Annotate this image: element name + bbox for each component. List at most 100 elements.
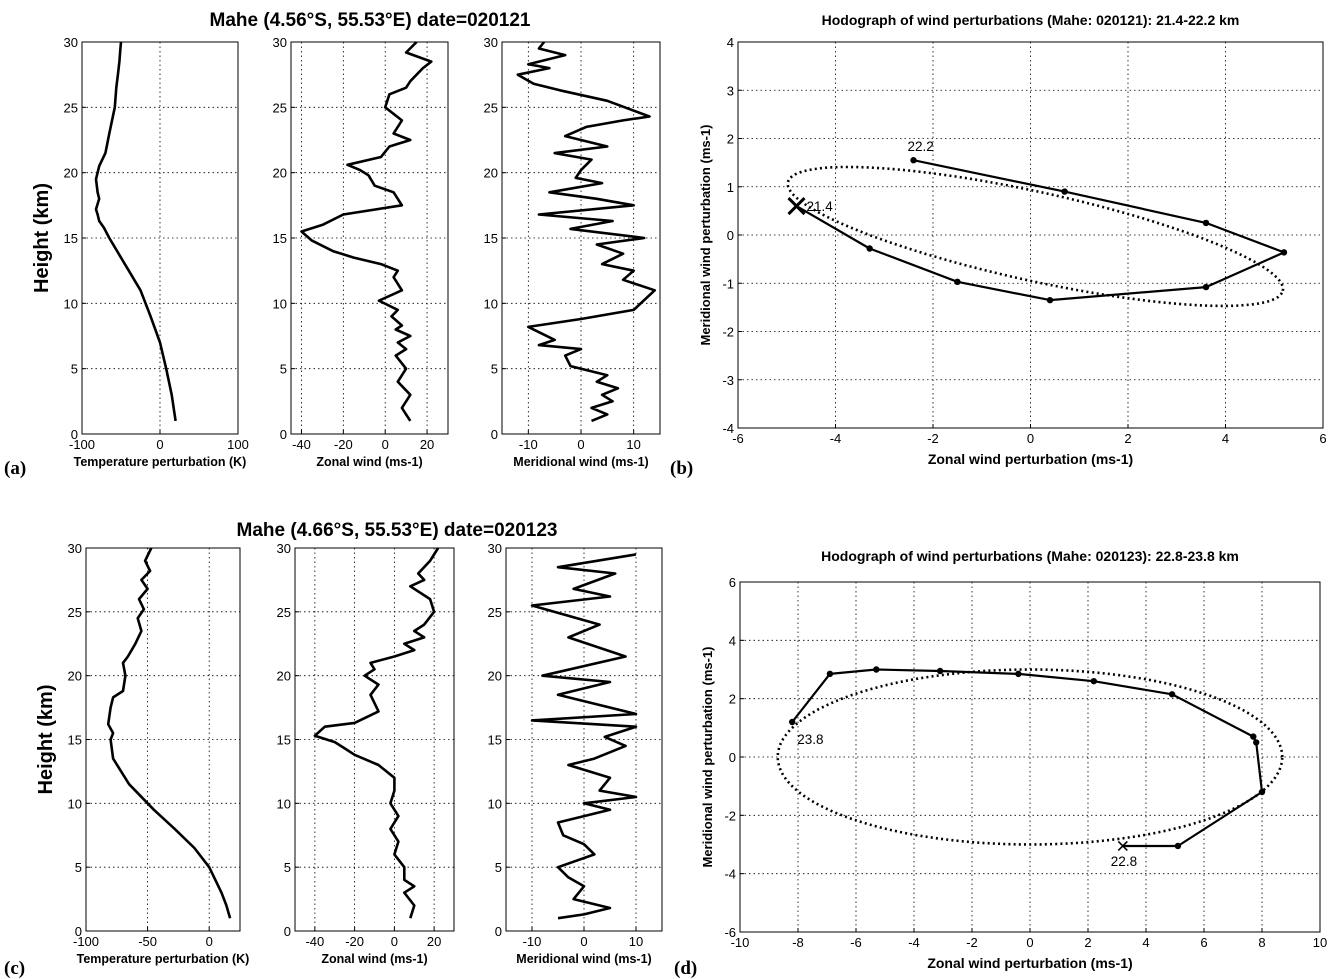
- tick-label-y: 25: [64, 100, 78, 115]
- tick-label-x: 2: [1084, 935, 1091, 950]
- x-axis-label: Zonal wind perturbation (ms-1): [927, 955, 1132, 971]
- data-point: [1168, 691, 1176, 698]
- tick-label-y: 4: [727, 35, 734, 50]
- tick-label-y: 20: [64, 166, 78, 181]
- y-axis-label: Meridional wind perturbation (ms-1): [700, 646, 715, 867]
- tick-label-y: 5: [284, 860, 291, 875]
- tick-label-x: 0: [391, 934, 398, 949]
- data-point: [1046, 296, 1054, 304]
- tick-label-y: 25: [68, 605, 82, 620]
- tick-label-x: 6: [1200, 935, 1207, 950]
- chart-title: Hodograph of wind perturbations (Mahe: 0…: [822, 12, 1240, 28]
- data-point: [1061, 188, 1068, 195]
- tick-label-x: -8: [792, 935, 804, 950]
- tick-label-y: 0: [280, 427, 287, 442]
- tick-label-y: 20: [273, 166, 287, 181]
- data-point: [866, 245, 873, 252]
- tick-label-x: 0: [156, 437, 163, 452]
- x-axis-label: Temperature perturbation (K): [77, 952, 250, 966]
- tick-label-y: -1: [722, 276, 734, 291]
- tick-label-x: -10: [731, 935, 750, 950]
- tick-label-y: 30: [273, 35, 287, 50]
- height-annotation: 22.2: [908, 139, 934, 154]
- profile-line: [300, 41, 433, 422]
- data-point: [910, 157, 917, 164]
- tick-label-x: -40: [292, 437, 311, 452]
- tick-label-y: -3: [722, 373, 734, 388]
- tick-label-y: 3: [727, 83, 734, 98]
- tick-label-x: 4: [1142, 935, 1149, 950]
- tick-label-y: 10: [64, 296, 78, 311]
- data-point: [1090, 677, 1098, 685]
- data-point: [1202, 219, 1210, 227]
- tick-label-y: 20: [488, 669, 502, 684]
- tick-label-y: 2: [729, 692, 736, 707]
- tick-label-y: 25: [488, 605, 502, 620]
- x-axis-label: Meridional wind (ms-1): [516, 952, 651, 966]
- tick-label-x: -4: [908, 935, 920, 950]
- panel-label-b: (b): [670, 458, 693, 479]
- tick-label-x: 2: [1124, 431, 1131, 446]
- tick-label-y: 0: [71, 427, 78, 442]
- tick-label-y: 20: [68, 669, 82, 684]
- tick-label-x: -2: [927, 431, 939, 446]
- tick-label-x: -20: [345, 934, 364, 949]
- tick-label-y: -2: [724, 808, 736, 823]
- tick-label-y: 5: [75, 860, 82, 875]
- tick-label-x: 0: [206, 934, 213, 949]
- tick-label-x: 100: [227, 437, 249, 452]
- tick-label-x: -10: [523, 934, 542, 949]
- tick-label-y: 30: [488, 541, 502, 556]
- tick-label-x: 0: [1027, 431, 1034, 446]
- tick-label-y: 25: [277, 605, 291, 620]
- data-point: [936, 667, 944, 675]
- tick-label-y: 5: [71, 362, 78, 377]
- tick-label-x: 10: [629, 934, 643, 949]
- tick-label-x: 4: [1222, 431, 1229, 446]
- data-point: [1015, 670, 1022, 678]
- tick-label-y: -2: [722, 325, 734, 340]
- y-axis-label: Meridional wind perturbation (ms-1): [698, 124, 713, 345]
- tick-label-y: 10: [68, 796, 82, 811]
- tick-label-y: -4: [724, 867, 736, 882]
- tick-label-y: 0: [495, 924, 502, 939]
- tick-label-y: 30: [64, 35, 78, 50]
- tick-label-y: 20: [484, 166, 498, 181]
- tick-label-y: 0: [75, 924, 82, 939]
- tick-label-x: 20: [420, 437, 434, 452]
- y-axis-label: Height (km): [35, 685, 57, 795]
- height-annotation: 23.8: [797, 732, 823, 747]
- tick-label-y: 0: [727, 228, 734, 243]
- tick-label-y: 15: [64, 231, 78, 246]
- profile-line: [313, 547, 440, 919]
- tick-label-y: 5: [280, 362, 287, 377]
- tick-label-x: -10: [519, 437, 538, 452]
- data-point: [873, 666, 880, 673]
- tick-label-y: 4: [729, 633, 736, 648]
- tick-label-x: 10: [1313, 935, 1327, 950]
- tick-label-x: -40: [305, 934, 324, 949]
- x-axis-label: Zonal wind (ms-1): [321, 952, 427, 966]
- tick-label-y: 2: [727, 132, 734, 147]
- y-axis-label: Height (km): [31, 183, 53, 293]
- tick-label-y: 10: [273, 296, 287, 311]
- tick-label-x: 20: [427, 934, 441, 949]
- tick-label-x: 6: [1319, 431, 1326, 446]
- tick-label-y: 30: [277, 541, 291, 556]
- data-point: [789, 718, 796, 726]
- tick-label-y: 15: [273, 231, 287, 246]
- tick-label-y: 15: [68, 733, 82, 748]
- data-point: [1280, 249, 1288, 256]
- x-axis-label: Meridional wind (ms-1): [513, 455, 648, 469]
- tick-label-y: 10: [277, 796, 291, 811]
- height-annotation: 22.8: [1111, 854, 1137, 869]
- fitted-ellipse: [786, 165, 1285, 308]
- tick-label-y: -6: [724, 925, 736, 940]
- tick-label-y: 0: [284, 924, 291, 939]
- tick-label-x: -2: [966, 935, 978, 950]
- data-point: [954, 278, 961, 286]
- tick-label-y: -4: [722, 421, 734, 436]
- start-marker: [787, 196, 806, 216]
- tick-label-y: 0: [491, 427, 498, 442]
- tick-label-y: 15: [484, 231, 498, 246]
